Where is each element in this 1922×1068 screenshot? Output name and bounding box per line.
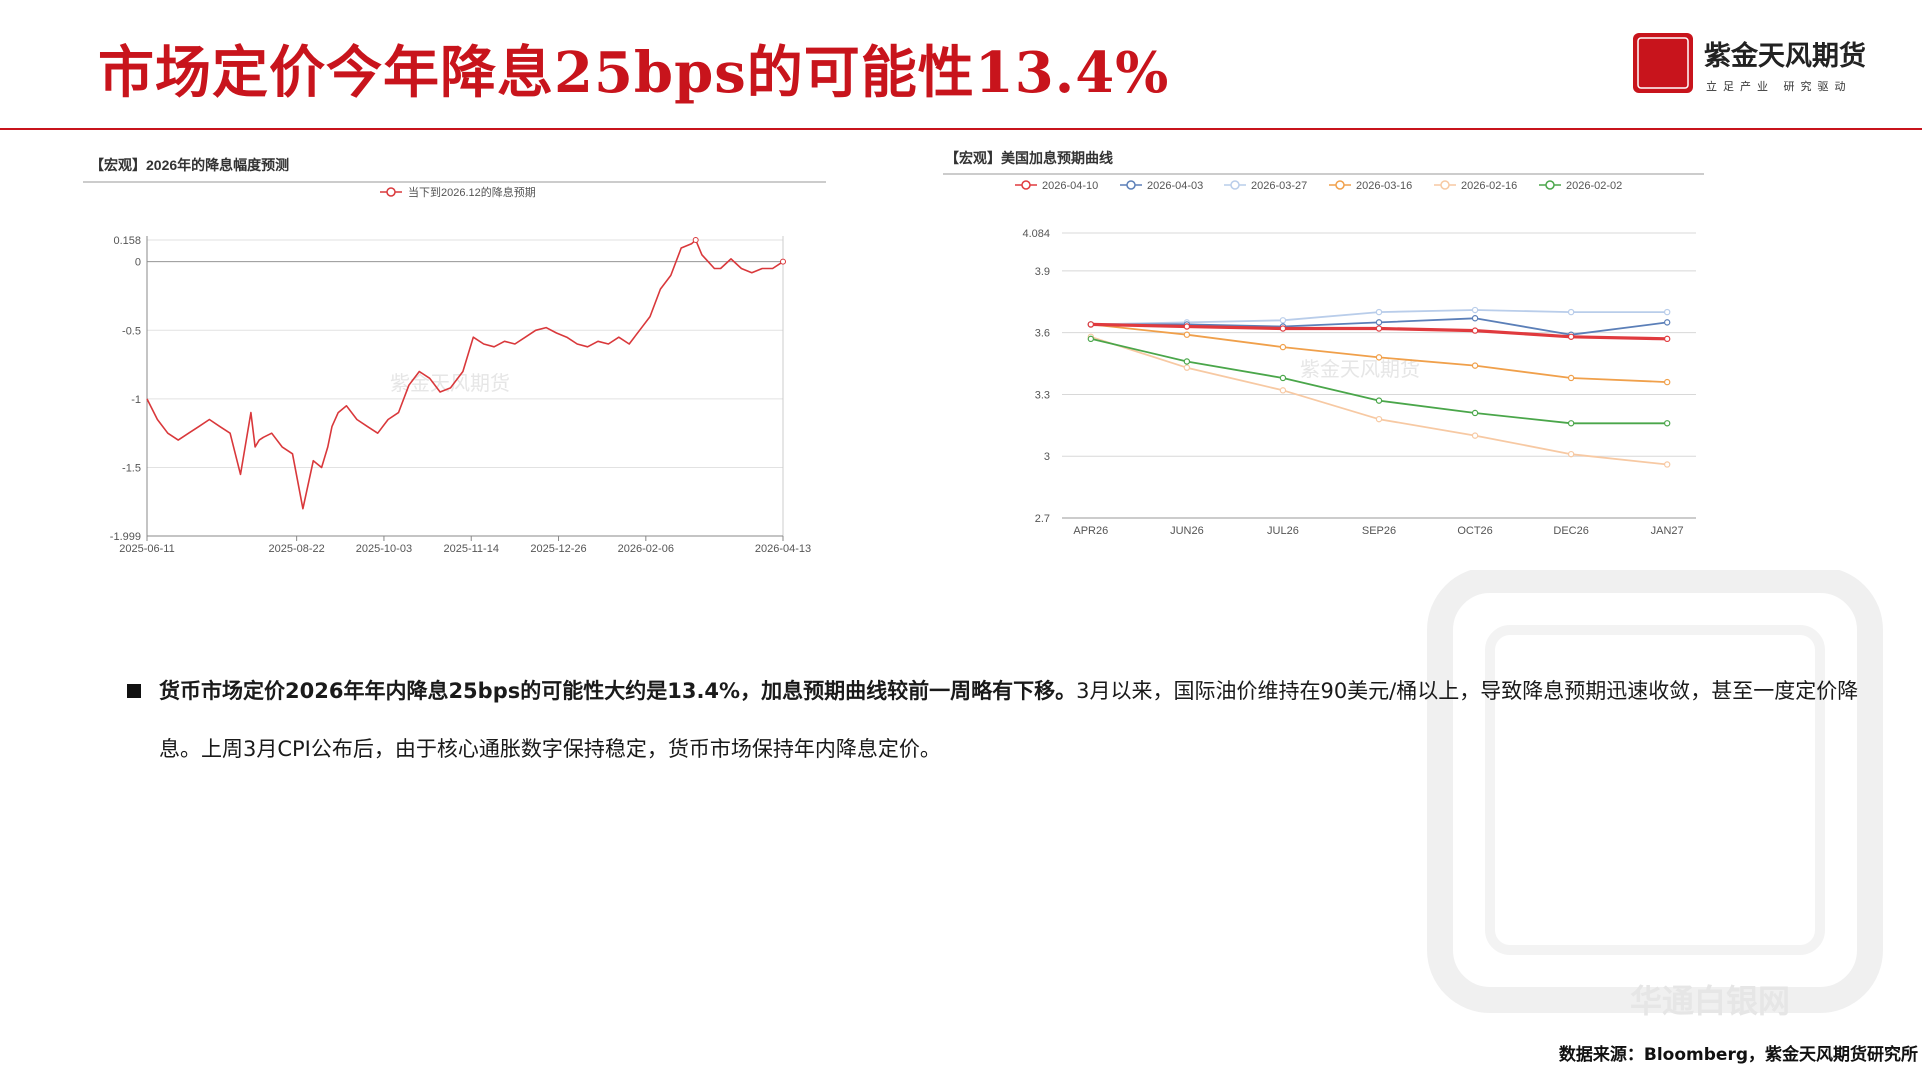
x-tick-label: 2025-08-22 bbox=[269, 543, 325, 555]
legend-marker bbox=[386, 187, 396, 197]
y-tick-label: 3 bbox=[1044, 451, 1050, 463]
series-point bbox=[1567, 333, 1575, 340]
series-point bbox=[1183, 323, 1191, 330]
x-tick-label: 2025-06-11 bbox=[119, 543, 174, 555]
seal-watermark-icon bbox=[1420, 567, 1890, 1020]
series-point bbox=[1663, 308, 1671, 316]
hike-expectation-curve-chart: 【宏观】美国加息预期曲线 2026-04-10 2026-04-03 2026-03-… bbox=[940, 140, 1710, 560]
legend-label: 2026-03-16 bbox=[1356, 180, 1412, 192]
series-point bbox=[1279, 343, 1287, 351]
y-tick-label: 0.158 bbox=[113, 235, 141, 247]
series-point bbox=[1375, 415, 1383, 423]
series-point bbox=[1183, 358, 1191, 365]
series-point bbox=[1279, 374, 1287, 382]
y-tick-label: -1.5 bbox=[122, 463, 141, 475]
bullet-square-icon bbox=[127, 684, 141, 698]
series-point bbox=[1663, 378, 1671, 386]
y-tick-label: 2.7 bbox=[1035, 513, 1050, 525]
series-point bbox=[780, 258, 786, 265]
series-point bbox=[1375, 354, 1383, 361]
commentary-normal: 3月以来，国际油价维持在90美元/桶以上，导致降息预期迅速收敛，甚至一度定价降息… bbox=[159, 679, 1859, 761]
series-point bbox=[1663, 461, 1671, 468]
x-tick-label: 2026-04-13 bbox=[755, 543, 811, 555]
series-point bbox=[1567, 450, 1575, 458]
series-line bbox=[146, 239, 784, 510]
x-tick-label: SEP26 bbox=[1362, 525, 1396, 537]
series-point bbox=[1471, 409, 1479, 417]
series-point bbox=[1567, 308, 1575, 316]
y-tick-label: -1 bbox=[131, 394, 141, 406]
series-point bbox=[1279, 317, 1287, 324]
chart-watermark: 紫金天风期货 bbox=[1300, 358, 1420, 381]
x-tick-label: OCT26 bbox=[1457, 525, 1492, 537]
chart-title: 【宏观】2026年的降息幅度预测 bbox=[90, 157, 289, 173]
y-tick-label: -1.999 bbox=[110, 531, 141, 543]
x-tick-label: 2025-10-03 bbox=[356, 543, 412, 555]
data-source: 数据来源：Bloomberg，紫金天风期货研究所 bbox=[1558, 1045, 1918, 1065]
x-tick-label: 2026-02-06 bbox=[618, 543, 674, 555]
series-point bbox=[1375, 308, 1383, 316]
series-point bbox=[1471, 327, 1479, 334]
page-title: 市场定价今年降息25bps的可能性13.4% bbox=[98, 40, 1170, 106]
series-point bbox=[1663, 335, 1671, 343]
series-point bbox=[1375, 325, 1383, 332]
legend-label: 2026-02-16 bbox=[1461, 180, 1517, 192]
series-point bbox=[1375, 397, 1383, 404]
series-point bbox=[1663, 319, 1671, 326]
rate-cut-forecast-chart: 【宏观】2026年的降息幅度预测当下到2026.12的降息预期 0.158 0 -0.… bbox=[80, 140, 840, 560]
legend-label: 2026-04-10 bbox=[1042, 180, 1098, 192]
series-point bbox=[1663, 420, 1671, 427]
chart-title: 【宏观】美国加息预期曲线 bbox=[945, 150, 1113, 166]
series-point bbox=[1375, 319, 1383, 326]
series-point bbox=[1567, 420, 1575, 427]
x-tick-label: JAN27 bbox=[1651, 525, 1684, 537]
series-point bbox=[1183, 331, 1191, 338]
y-tick-label: 3.3 bbox=[1035, 389, 1050, 401]
commentary-bold: 货币市场定价2026年年内降息25bps的可能性大约是13.4%，加息预期曲线较… bbox=[159, 679, 1077, 703]
y-tick-label: 4.084 bbox=[1022, 228, 1050, 240]
series-point bbox=[1471, 306, 1479, 314]
series-point bbox=[692, 237, 699, 243]
company-name: 紫金天风期货 bbox=[1704, 41, 1866, 72]
y-tick-label: 3.6 bbox=[1035, 328, 1050, 340]
legend-marker bbox=[1545, 180, 1555, 190]
x-tick-label: DEC26 bbox=[1553, 525, 1588, 537]
legend-label: 2026-02-02 bbox=[1566, 180, 1622, 192]
series-point bbox=[1567, 374, 1575, 382]
series-point bbox=[1279, 325, 1287, 332]
chart-watermark: 紫金天风期货 bbox=[390, 372, 510, 395]
series-line bbox=[1090, 337, 1668, 425]
x-tick-label: JUN26 bbox=[1170, 525, 1204, 537]
legend-marker bbox=[1440, 180, 1450, 190]
x-tick-label: APR26 bbox=[1073, 525, 1108, 537]
series-point bbox=[1087, 321, 1095, 328]
commentary-paragraph: 货币市场定价2026年年内降息25bps的可能性大约是13.4%，加息预期曲线较… bbox=[127, 662, 1895, 778]
x-tick-label: 2025-12-26 bbox=[530, 543, 586, 555]
series-point bbox=[1279, 387, 1287, 394]
logo-seal-icon bbox=[1630, 30, 1696, 96]
series-point bbox=[1087, 335, 1095, 343]
y-tick-label: 0 bbox=[135, 257, 141, 269]
company-slogan: 立足产业 研究驱动 bbox=[1706, 80, 1852, 93]
header-divider bbox=[0, 128, 1922, 130]
x-tick-label: 2025-11-14 bbox=[444, 543, 499, 555]
x-tick-label: JUL26 bbox=[1267, 525, 1299, 537]
y-tick-label: 3.9 bbox=[1035, 266, 1050, 278]
corner-watermark: 华通白银网 bbox=[1630, 982, 1791, 1020]
legend-marker bbox=[1126, 180, 1136, 190]
series-point bbox=[1183, 364, 1191, 371]
legend-label: 当下到2026.12的降息预期 bbox=[408, 185, 536, 199]
series-point bbox=[1471, 315, 1479, 322]
legend-marker bbox=[1335, 180, 1345, 190]
series-point bbox=[1471, 432, 1479, 439]
legend-label: 2026-03-27 bbox=[1251, 180, 1307, 192]
legend-label: 2026-04-03 bbox=[1147, 180, 1203, 192]
legend-marker bbox=[1021, 180, 1031, 190]
legend-marker bbox=[1230, 180, 1240, 190]
y-tick-label: -0.5 bbox=[122, 325, 141, 337]
series-point bbox=[1471, 362, 1479, 369]
